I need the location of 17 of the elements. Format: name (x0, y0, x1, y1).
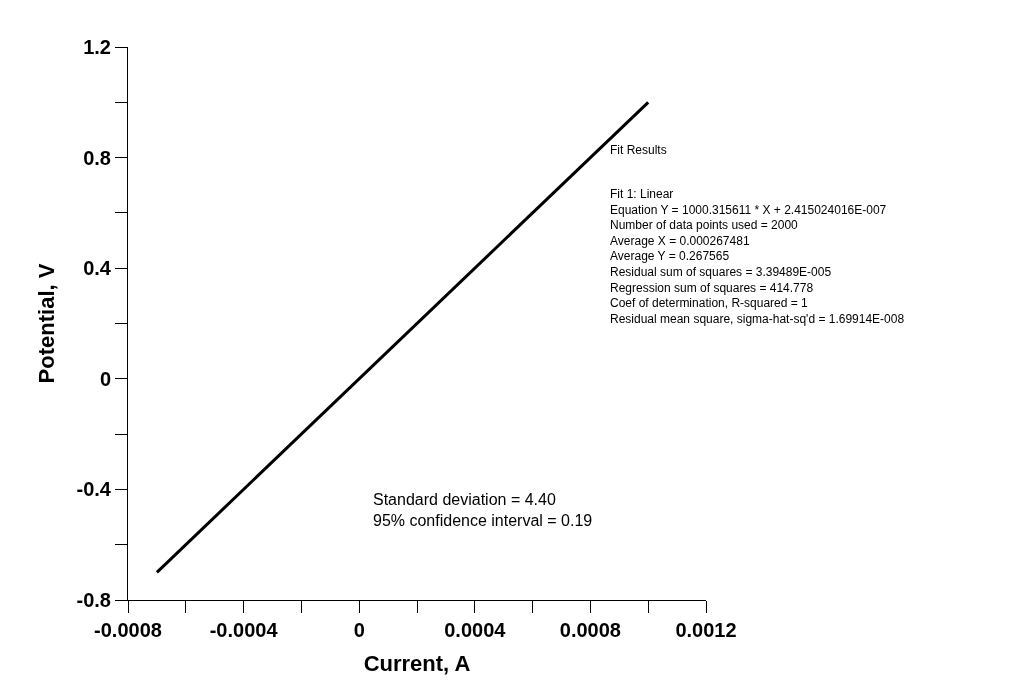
text: Fit 1: Linear Equation Y = 1000.315611 * X + 2.415024016E-007 Number of data points used = 2000 Average X = 0.000267481 Average Y = 0.267565 Residual sum of squares = 3.39489E-005 Regression sum of squares = 414.778 Coef of determination, R-squared = 1 Residual mean square, sigma-hat-sq'd = 1.69914E-008 (610, 187, 905, 326)
x-tick-label: 0.0012 (675, 619, 737, 641)
y-tick-label: 0.4 (83, 257, 112, 280)
x-tick-label: -0.0004 (209, 619, 279, 641)
x-axis-title: Current, A (363, 650, 471, 676)
annotation: Standard deviation = 4.40 95% confidence interval = 0.19 (373, 491, 593, 529)
x-tick-label: 0.0008 (559, 619, 621, 641)
y-tick-label: 0.8 (83, 146, 111, 169)
y-tick-label: 1.2 (83, 36, 111, 58)
x-tick-label: 0.0004 (444, 619, 507, 641)
x-tick-label: 0 (353, 619, 365, 641)
y-tick-label: -0.4 (76, 478, 112, 501)
annotation: Fit Results (610, 143, 667, 157)
x-tick-label: -0.0008 (94, 619, 162, 641)
y-tick-label: 0 (99, 367, 111, 390)
y-axis-title: Potential, V (34, 263, 60, 384)
y-tick-label: -0.8 (76, 589, 111, 611)
